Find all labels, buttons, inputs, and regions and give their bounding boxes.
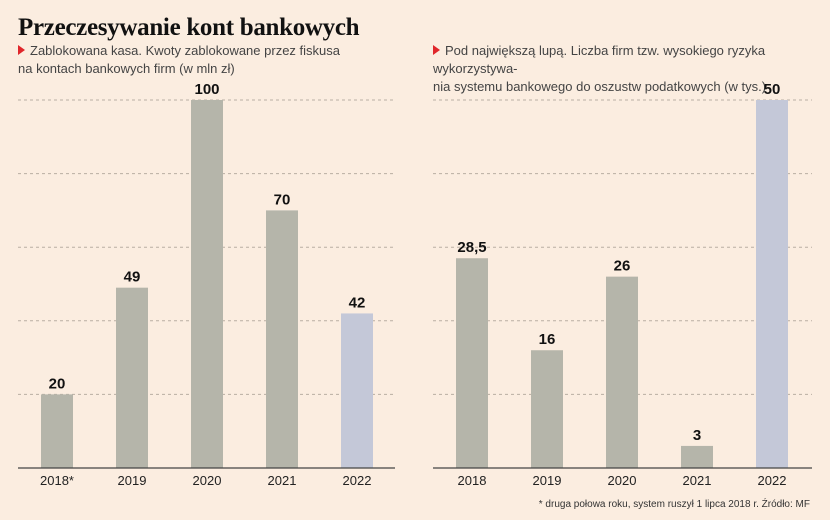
chart-1-value-label: 70 [274, 191, 291, 208]
chart-1-bar-2022 [341, 313, 373, 468]
chart-1-bar-2020 [191, 100, 223, 468]
chart-2-category-label: 2020 [608, 473, 637, 488]
chart-1-subtitle: Zablokowana kasa. Kwoty zablokowane prze… [18, 42, 348, 78]
chart-1-subtitle-line-2: na kontach bankowych firm (w mln zł) [18, 61, 235, 76]
chart-1-category-label: 2020 [193, 473, 222, 488]
red-triangle-icon [433, 45, 440, 55]
chart-2-subtitle-line-2: nia systemu bankowego do oszustw podatko… [433, 79, 767, 94]
chart-2-subtitle: Pod największą lupą. Liczba firm tzw. wy… [433, 42, 818, 96]
chart-2-value-label: 16 [539, 331, 556, 348]
chart-2-category-label: 2018 [458, 473, 487, 488]
chart-2-bar-2022 [756, 100, 788, 468]
chart-1-category-label: 2019 [118, 473, 147, 488]
chart-1-value-label: 20 [49, 375, 66, 392]
red-triangle-icon [18, 45, 25, 55]
chart-1-category-label: 2022 [343, 473, 372, 488]
chart-1-bar-2021 [266, 210, 298, 468]
chart-2-bar-2019 [531, 350, 563, 468]
chart-2-bar-2018 [456, 258, 488, 468]
chart-1-value-label: 100 [194, 81, 219, 98]
chart-2-value-label: 28,5 [457, 239, 486, 256]
footnote: * druga połowa roku, system ruszył 1 lip… [538, 499, 810, 510]
chart-2-subtitle-line-1: Pod największą lupą. Liczba firm tzw. wy… [433, 43, 766, 76]
chart-1-bar-2019 [116, 287, 148, 468]
chart-2-value-label: 50 [764, 81, 781, 98]
page-title: Przeczesywanie kont bankowych [18, 14, 360, 41]
chart-1-category-label: 2018* [40, 473, 74, 488]
chart-1-value-label: 49 [124, 269, 141, 286]
chart-2-category-label: 2021 [683, 473, 712, 488]
chart-2-value-label: 3 [693, 427, 701, 444]
chart-1-subtitle-line-1: Zablokowana kasa. Kwoty zablokowane prze… [30, 43, 340, 58]
chart-2-value-label: 26 [614, 258, 631, 275]
chart-1-value-label: 42 [349, 294, 366, 311]
chart-2-bar-2020 [606, 276, 638, 468]
chart-1-bar-2018* [41, 394, 73, 468]
chart-2-category-label: 2019 [533, 473, 562, 488]
chart-2-category-label: 2022 [758, 473, 787, 488]
chart-1-category-label: 2021 [268, 473, 297, 488]
chart-2-bar-2021 [681, 445, 713, 468]
